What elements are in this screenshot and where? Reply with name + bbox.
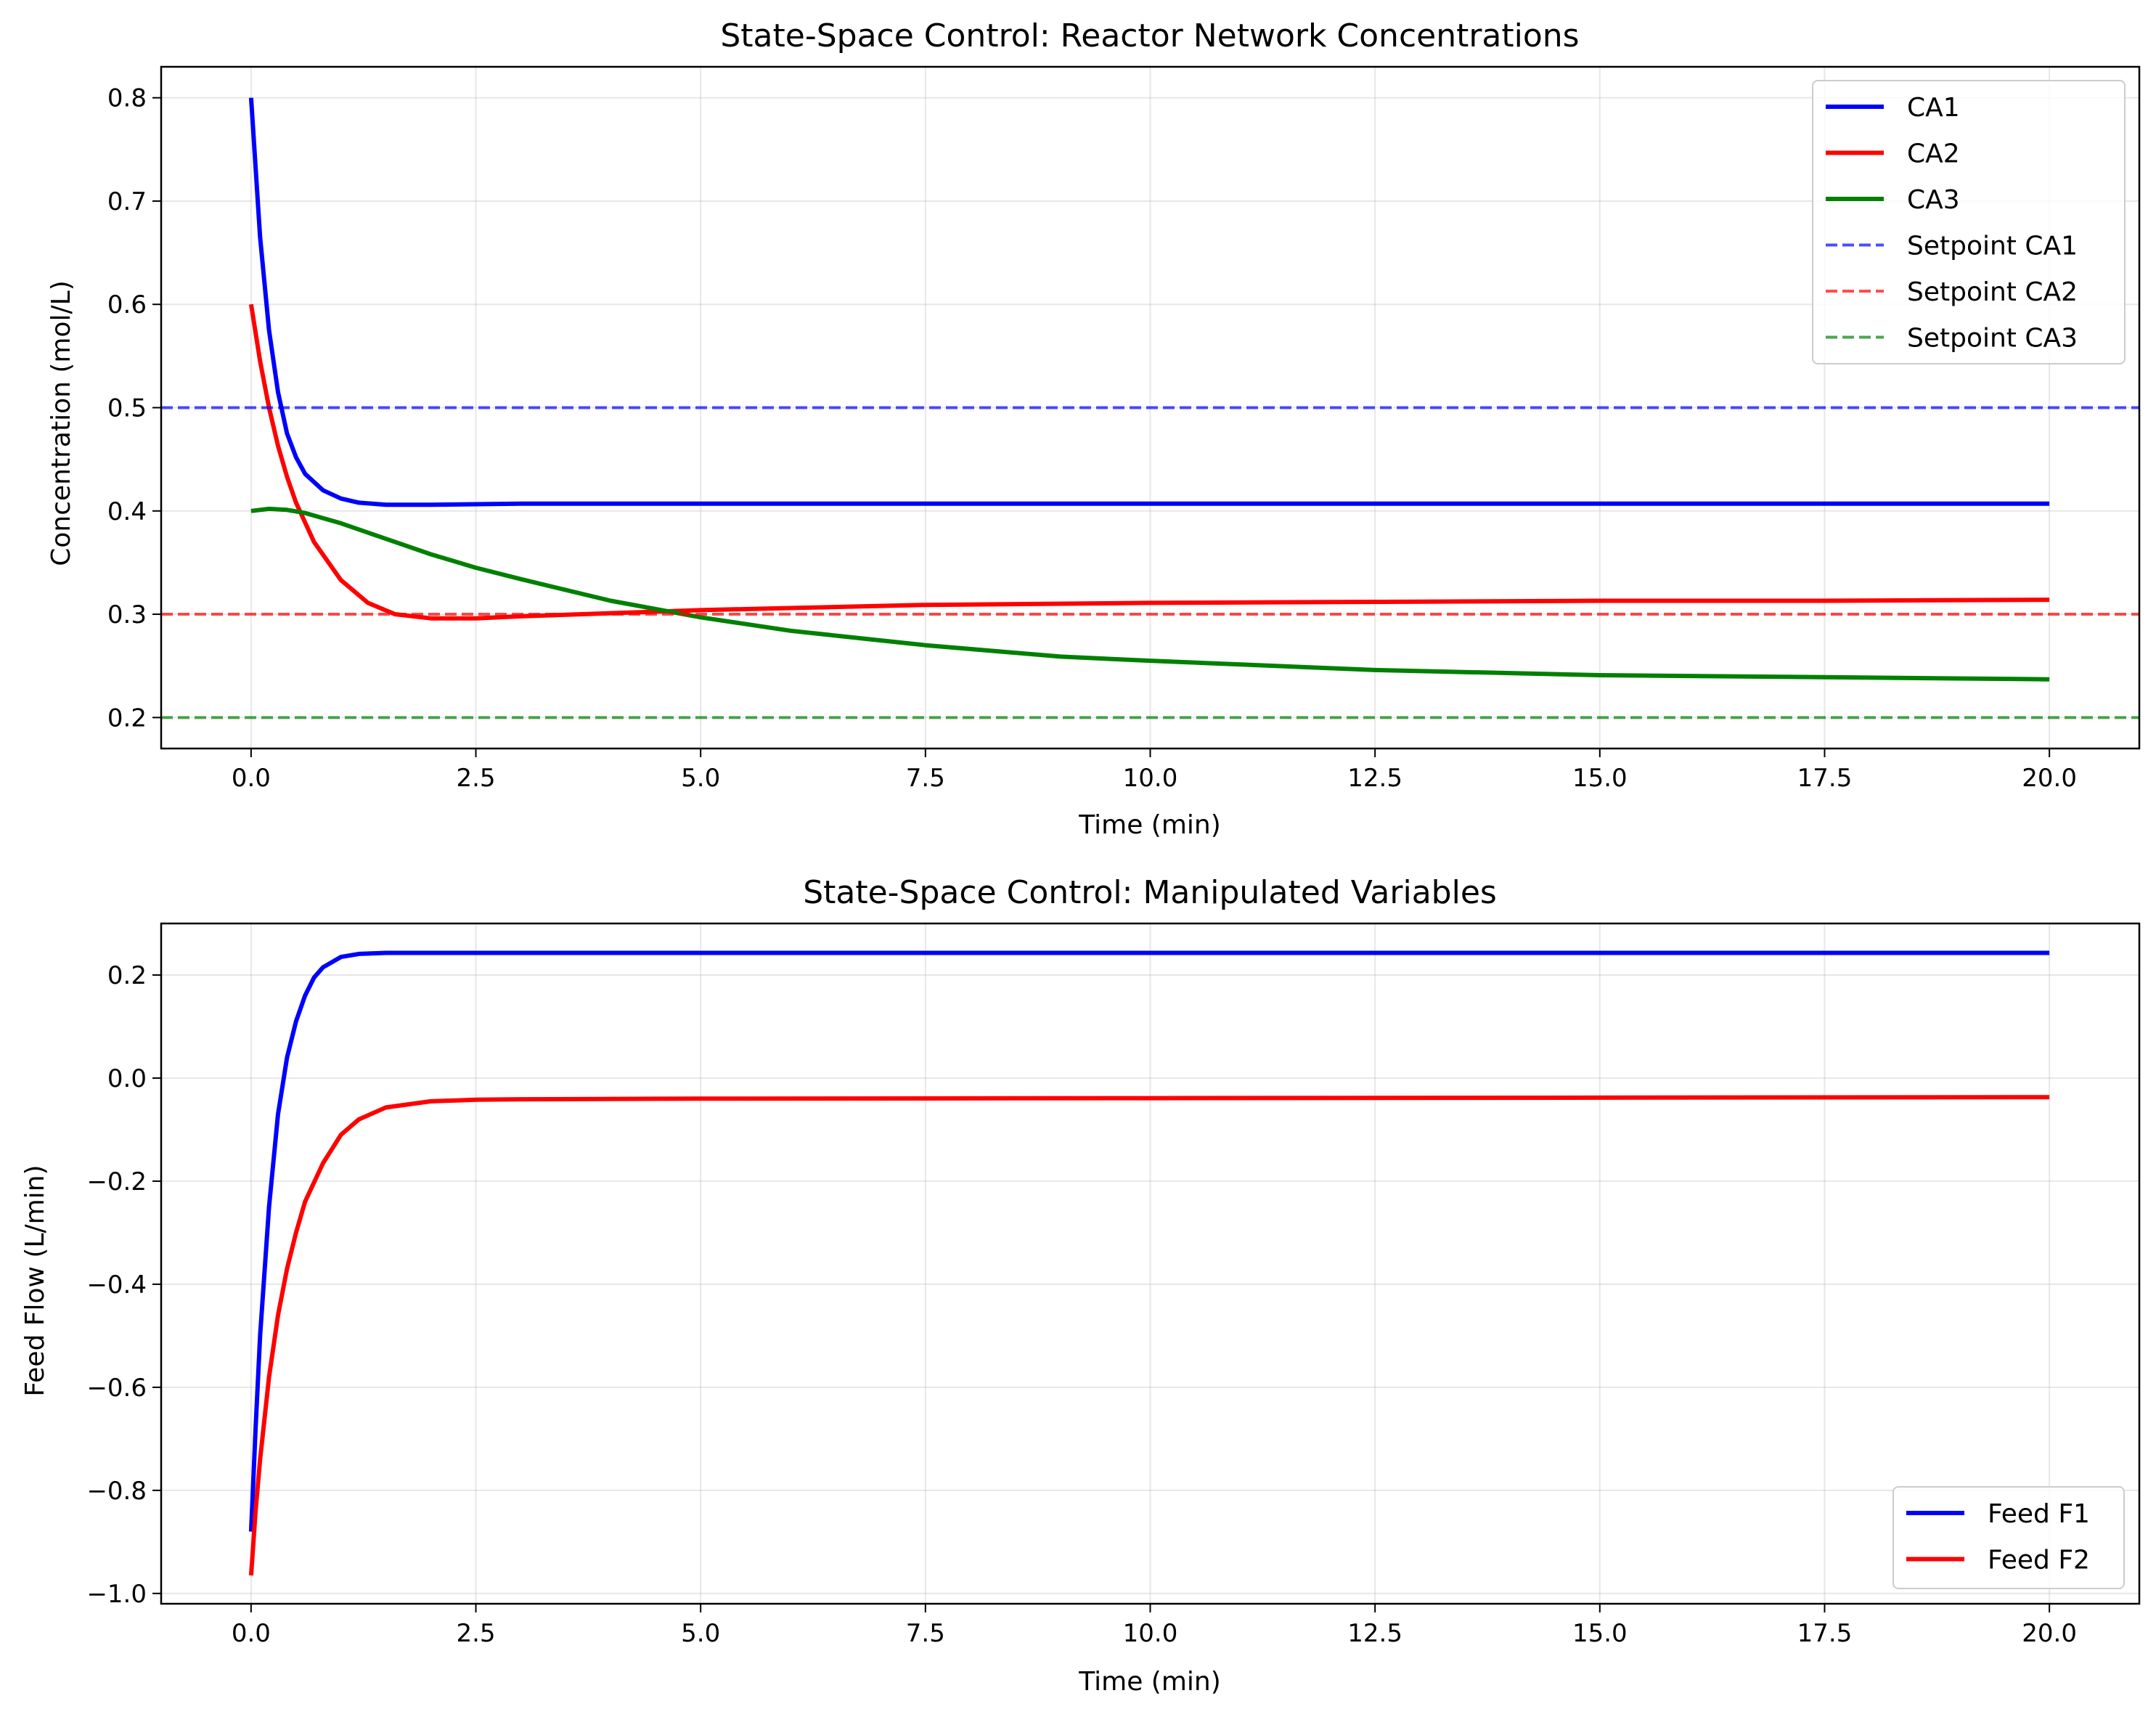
legend-label-ca1: CA1 bbox=[1907, 93, 1960, 123]
y-tick-label: 0.5 bbox=[107, 394, 147, 423]
x-tick-label: 2.5 bbox=[456, 1619, 495, 1648]
y-tick-label: 0.3 bbox=[107, 600, 147, 629]
series-line-ca2 bbox=[248, 303, 2050, 621]
legend-label-ca3: CA3 bbox=[1907, 185, 1960, 215]
y-axis-label: Feed Flow (L/min) bbox=[20, 1165, 50, 1396]
series-line-feed-f1 bbox=[248, 950, 2050, 1532]
series-line-ca3 bbox=[250, 506, 2050, 682]
grid bbox=[161, 923, 2139, 1604]
legend: Feed F1 Feed F2 bbox=[1892, 1486, 2125, 1589]
concentrations-chart: State-Space Control: Reactor Network Con… bbox=[46, 17, 2141, 840]
y-tick-label: 0.6 bbox=[107, 290, 147, 319]
chart-title: State-Space Control: Manipulated Variabl… bbox=[803, 874, 1497, 911]
y-axis-label: Concentration (mol/L) bbox=[46, 280, 76, 566]
y-tick-label: −0.8 bbox=[86, 1477, 147, 1506]
x-tick-label: 2.5 bbox=[456, 764, 495, 793]
x-tick-label: 17.5 bbox=[1797, 1619, 1853, 1648]
legend-label-feed-f2: Feed F2 bbox=[1988, 1546, 2090, 1575]
y-tick-label: 0.0 bbox=[107, 1064, 147, 1093]
legend-box bbox=[1812, 80, 2126, 364]
plot-area bbox=[161, 97, 2139, 719]
x-tick-label: 12.5 bbox=[1347, 764, 1402, 793]
legend-label-setpoint-ca3: Setpoint CA3 bbox=[1907, 324, 2078, 354]
y-tick-label: 0.2 bbox=[107, 703, 147, 733]
legend-label-setpoint-ca1: Setpoint CA1 bbox=[1907, 232, 2078, 261]
x-tick-label: 20.0 bbox=[2022, 1619, 2077, 1648]
chart-title: State-Space Control: Reactor Network Con… bbox=[720, 17, 1579, 54]
y-tick-label: −1.0 bbox=[86, 1580, 147, 1609]
x-tick-label: 10.0 bbox=[1123, 1619, 1178, 1648]
y-tick-label: 0.4 bbox=[107, 497, 147, 526]
x-tick-label: 0.0 bbox=[232, 764, 271, 793]
y-tick-label: −0.2 bbox=[86, 1167, 147, 1196]
x-tick-label: 5.0 bbox=[681, 1619, 720, 1648]
legend-label-setpoint-ca2: Setpoint CA2 bbox=[1907, 277, 2078, 307]
legend-label-ca2: CA2 bbox=[1907, 139, 1960, 169]
x-tick-label: 15.0 bbox=[1572, 764, 1628, 793]
x-tick-label: 7.5 bbox=[906, 1619, 945, 1648]
x-tick-label: 15.0 bbox=[1572, 1619, 1628, 1648]
series-line-feed-f2 bbox=[248, 1095, 2050, 1576]
ticks: 0.0 2.5 5.0 7.5 10.0 12.5 15.0 17.5 20.0 −1.0 −0.8… bbox=[86, 961, 2077, 1648]
x-tick-label: 17.5 bbox=[1797, 764, 1853, 793]
y-tick-label: 0.8 bbox=[107, 84, 147, 113]
y-tick-label: 0.2 bbox=[107, 961, 147, 990]
legend: CA1 CA2 CA3 Setpoint CA1 Setpoint CA2 Setpoin… bbox=[1812, 80, 2126, 364]
x-tick-label: 10.0 bbox=[1123, 764, 1178, 793]
series-line-ca1 bbox=[248, 97, 2050, 507]
x-tick-label: 20.0 bbox=[2022, 764, 2077, 793]
x-axis-label: Time (min) bbox=[1078, 810, 1221, 840]
x-axis-label: Time (min) bbox=[1078, 1667, 1221, 1697]
y-tick-label: −0.4 bbox=[86, 1271, 147, 1300]
x-tick-label: 0.0 bbox=[232, 1619, 271, 1648]
ticks: 0.0 2.5 5.0 7.5 10.0 12.5 15.0 17.5 20.0 0.2 0.3 0.… bbox=[107, 84, 2077, 793]
x-tick-label: 12.5 bbox=[1347, 1619, 1402, 1648]
x-tick-label: 7.5 bbox=[906, 764, 945, 793]
manipulated-variables-chart: State-Space Control: Manipulated Variabl… bbox=[20, 874, 2141, 1697]
x-tick-label: 5.0 bbox=[681, 764, 720, 793]
plot-area bbox=[248, 950, 2050, 1576]
y-tick-label: −0.6 bbox=[86, 1374, 147, 1403]
legend-label-feed-f1: Feed F1 bbox=[1988, 1499, 2090, 1529]
y-tick-label: 0.7 bbox=[107, 187, 147, 216]
